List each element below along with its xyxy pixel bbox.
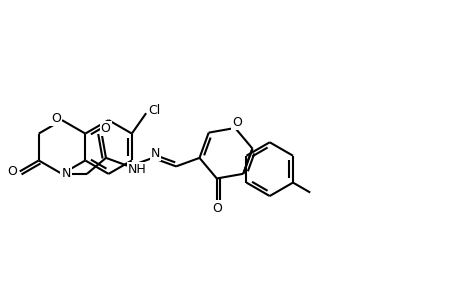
Text: O: O [212, 202, 221, 215]
Text: N: N [61, 167, 71, 180]
Text: Cl: Cl [148, 104, 160, 117]
Text: N: N [151, 147, 160, 161]
Text: O: O [51, 112, 61, 124]
Text: O: O [232, 116, 241, 130]
Text: O: O [7, 165, 17, 178]
Text: NH: NH [128, 163, 146, 176]
Text: O: O [101, 122, 110, 135]
